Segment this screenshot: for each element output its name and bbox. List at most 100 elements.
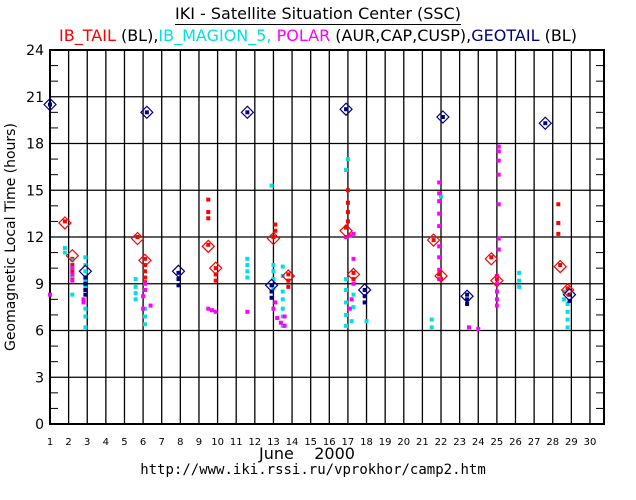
x-tick-label: 30 — [584, 437, 597, 448]
x-tick-label: 16 — [323, 437, 336, 448]
x-tick-label: 18 — [360, 437, 373, 448]
data-point-geotail — [465, 297, 470, 302]
data-point-geotail — [176, 277, 181, 282]
data-point-polar — [437, 211, 442, 216]
data-point-ib_tail — [345, 219, 350, 224]
data-point-ib_magion_5 — [344, 323, 349, 328]
x-tick-label: 5 — [121, 437, 127, 448]
x-tick-label: 17 — [342, 437, 355, 448]
diamond-marker-ib_tail — [346, 267, 361, 282]
data-point-ib_tail — [62, 219, 67, 224]
diamond-marker-geotail — [357, 283, 372, 297]
diamond-marker-ib_tail — [58, 216, 72, 230]
data-point-ib_tail — [437, 272, 442, 277]
diamond-marker-geotail — [339, 102, 353, 117]
data-point-ib_magion_5 — [142, 314, 147, 319]
diamond-marker-geotail — [538, 116, 553, 131]
data-point-ib_tail — [273, 222, 278, 227]
data-point-ib_magion_5 — [561, 297, 566, 302]
data-point-ib_magion_5 — [83, 269, 88, 274]
data-point-polar — [141, 294, 146, 299]
data-point-ib_tail — [70, 269, 75, 274]
x-tick-label: 25 — [491, 437, 504, 448]
data-point-ib_tail — [286, 272, 291, 277]
data-point-polar — [141, 306, 146, 311]
data-point-ib_tail — [351, 270, 356, 275]
data-point-ib_tail — [206, 210, 211, 215]
data-point-polar — [209, 308, 214, 313]
data-point-ib_magion_5 — [83, 255, 88, 260]
diamond-marker-ib_tail — [65, 248, 80, 263]
x-tick-label: 28 — [546, 437, 559, 448]
data-point-polar — [81, 297, 86, 302]
y-tick-label: 12 — [26, 230, 44, 246]
legend-entry-1: IB_MAGION_5, — [158, 26, 272, 45]
data-point-polar — [213, 309, 218, 314]
data-point-geotail — [362, 287, 367, 292]
data-point-polar — [496, 236, 501, 241]
data-point-ib_tail — [213, 278, 218, 283]
data-point-geotail — [83, 287, 88, 292]
data-point-ib_tail — [351, 277, 356, 282]
data-point-polar — [282, 314, 287, 319]
data-point-ib_magion_5 — [133, 277, 138, 282]
data-point-ib_magion_5 — [517, 278, 522, 283]
data-point-ib_magion_5 — [565, 309, 570, 314]
data-point-polar — [351, 256, 356, 261]
diamond-marker-geotail — [78, 264, 93, 279]
diamond-marker-ib_tail — [484, 251, 499, 266]
data-point-ib_magion_5 — [349, 319, 354, 324]
data-point-ib_magion_5 — [351, 305, 356, 310]
data-point-polar — [282, 323, 287, 328]
data-point-ib_tail — [271, 235, 276, 239]
x-tick-label: 19 — [379, 437, 392, 448]
y-tick-label: 18 — [26, 137, 44, 153]
data-point-polar — [437, 277, 442, 282]
data-point-ib_magion_5 — [245, 263, 250, 268]
y-tick-label: 15 — [26, 183, 44, 199]
data-point-polar — [494, 289, 499, 294]
data-point-ib_tail — [273, 228, 278, 233]
data-point-geotail — [543, 121, 548, 126]
data-point-ib_magion_5 — [364, 319, 369, 324]
data-point-ib_magion_5 — [83, 325, 88, 330]
x-tick-label: 7 — [159, 437, 165, 448]
legend-entry-2: POLAR — [276, 26, 331, 45]
data-point-polar — [206, 306, 211, 311]
x-tick-label: 24 — [472, 437, 485, 448]
data-point-ib_magion_5 — [517, 284, 522, 289]
data-point-polar — [437, 267, 442, 272]
data-point-ib_tail — [206, 242, 211, 247]
data-point-polar — [278, 320, 283, 325]
data-point-polar — [271, 306, 276, 311]
y-axis-label: Geomagnetic Local Time (hours) — [3, 123, 19, 351]
footer-url[interactable]: http://www.iki.rssi.ru/vprokhor/camp2.ht… — [140, 462, 486, 478]
data-point-ib_tail — [494, 277, 499, 282]
data-point-polar — [351, 231, 356, 236]
x-tick-label: 9 — [196, 437, 202, 448]
legend-entry-0: IB_TAIL — [59, 26, 116, 45]
data-point-ib_magion_5 — [70, 258, 75, 263]
data-point-ib_magion_5 — [351, 292, 356, 297]
data-point-geotail — [269, 283, 274, 288]
data-point-polar — [275, 316, 280, 321]
data-point-ib_magion_5 — [280, 264, 285, 269]
diamond-marker-geotail — [264, 278, 279, 293]
x-tick-label: 12 — [248, 437, 261, 448]
x-tick-label: 6 — [140, 437, 146, 448]
x-tick-label: 15 — [304, 437, 317, 448]
data-point-polar — [437, 191, 442, 196]
data-point-polar — [81, 300, 86, 305]
data-point-polar — [466, 325, 471, 330]
data-point-ib_tail — [142, 263, 147, 268]
data-point-geotail — [83, 281, 88, 286]
data-point-ib_magion_5 — [245, 256, 250, 261]
data-point-ib_tail — [489, 255, 494, 260]
x-tick-label: 8 — [177, 437, 183, 448]
data-point-polar — [494, 303, 499, 308]
data-point-polar — [347, 233, 352, 238]
data-point-polar — [347, 306, 352, 311]
data-point-geotail — [362, 300, 367, 305]
chart-title: IKI - Satellite Situation Center (SSC) — [175, 4, 461, 25]
data-point-ib_tail — [565, 286, 570, 291]
